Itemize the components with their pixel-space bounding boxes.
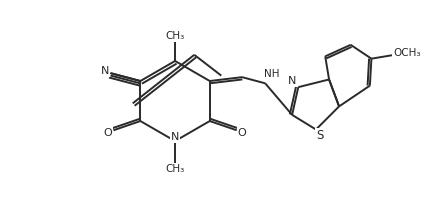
Text: N: N	[101, 66, 109, 76]
Text: O: O	[238, 128, 246, 138]
Text: N: N	[171, 132, 179, 142]
Text: OCH₃: OCH₃	[393, 47, 420, 58]
Text: NH: NH	[264, 69, 279, 79]
Text: CH₃: CH₃	[166, 164, 185, 174]
Text: CH₃: CH₃	[166, 31, 185, 40]
Text: N: N	[288, 76, 296, 86]
Text: O: O	[104, 128, 112, 138]
Text: S: S	[316, 129, 323, 142]
